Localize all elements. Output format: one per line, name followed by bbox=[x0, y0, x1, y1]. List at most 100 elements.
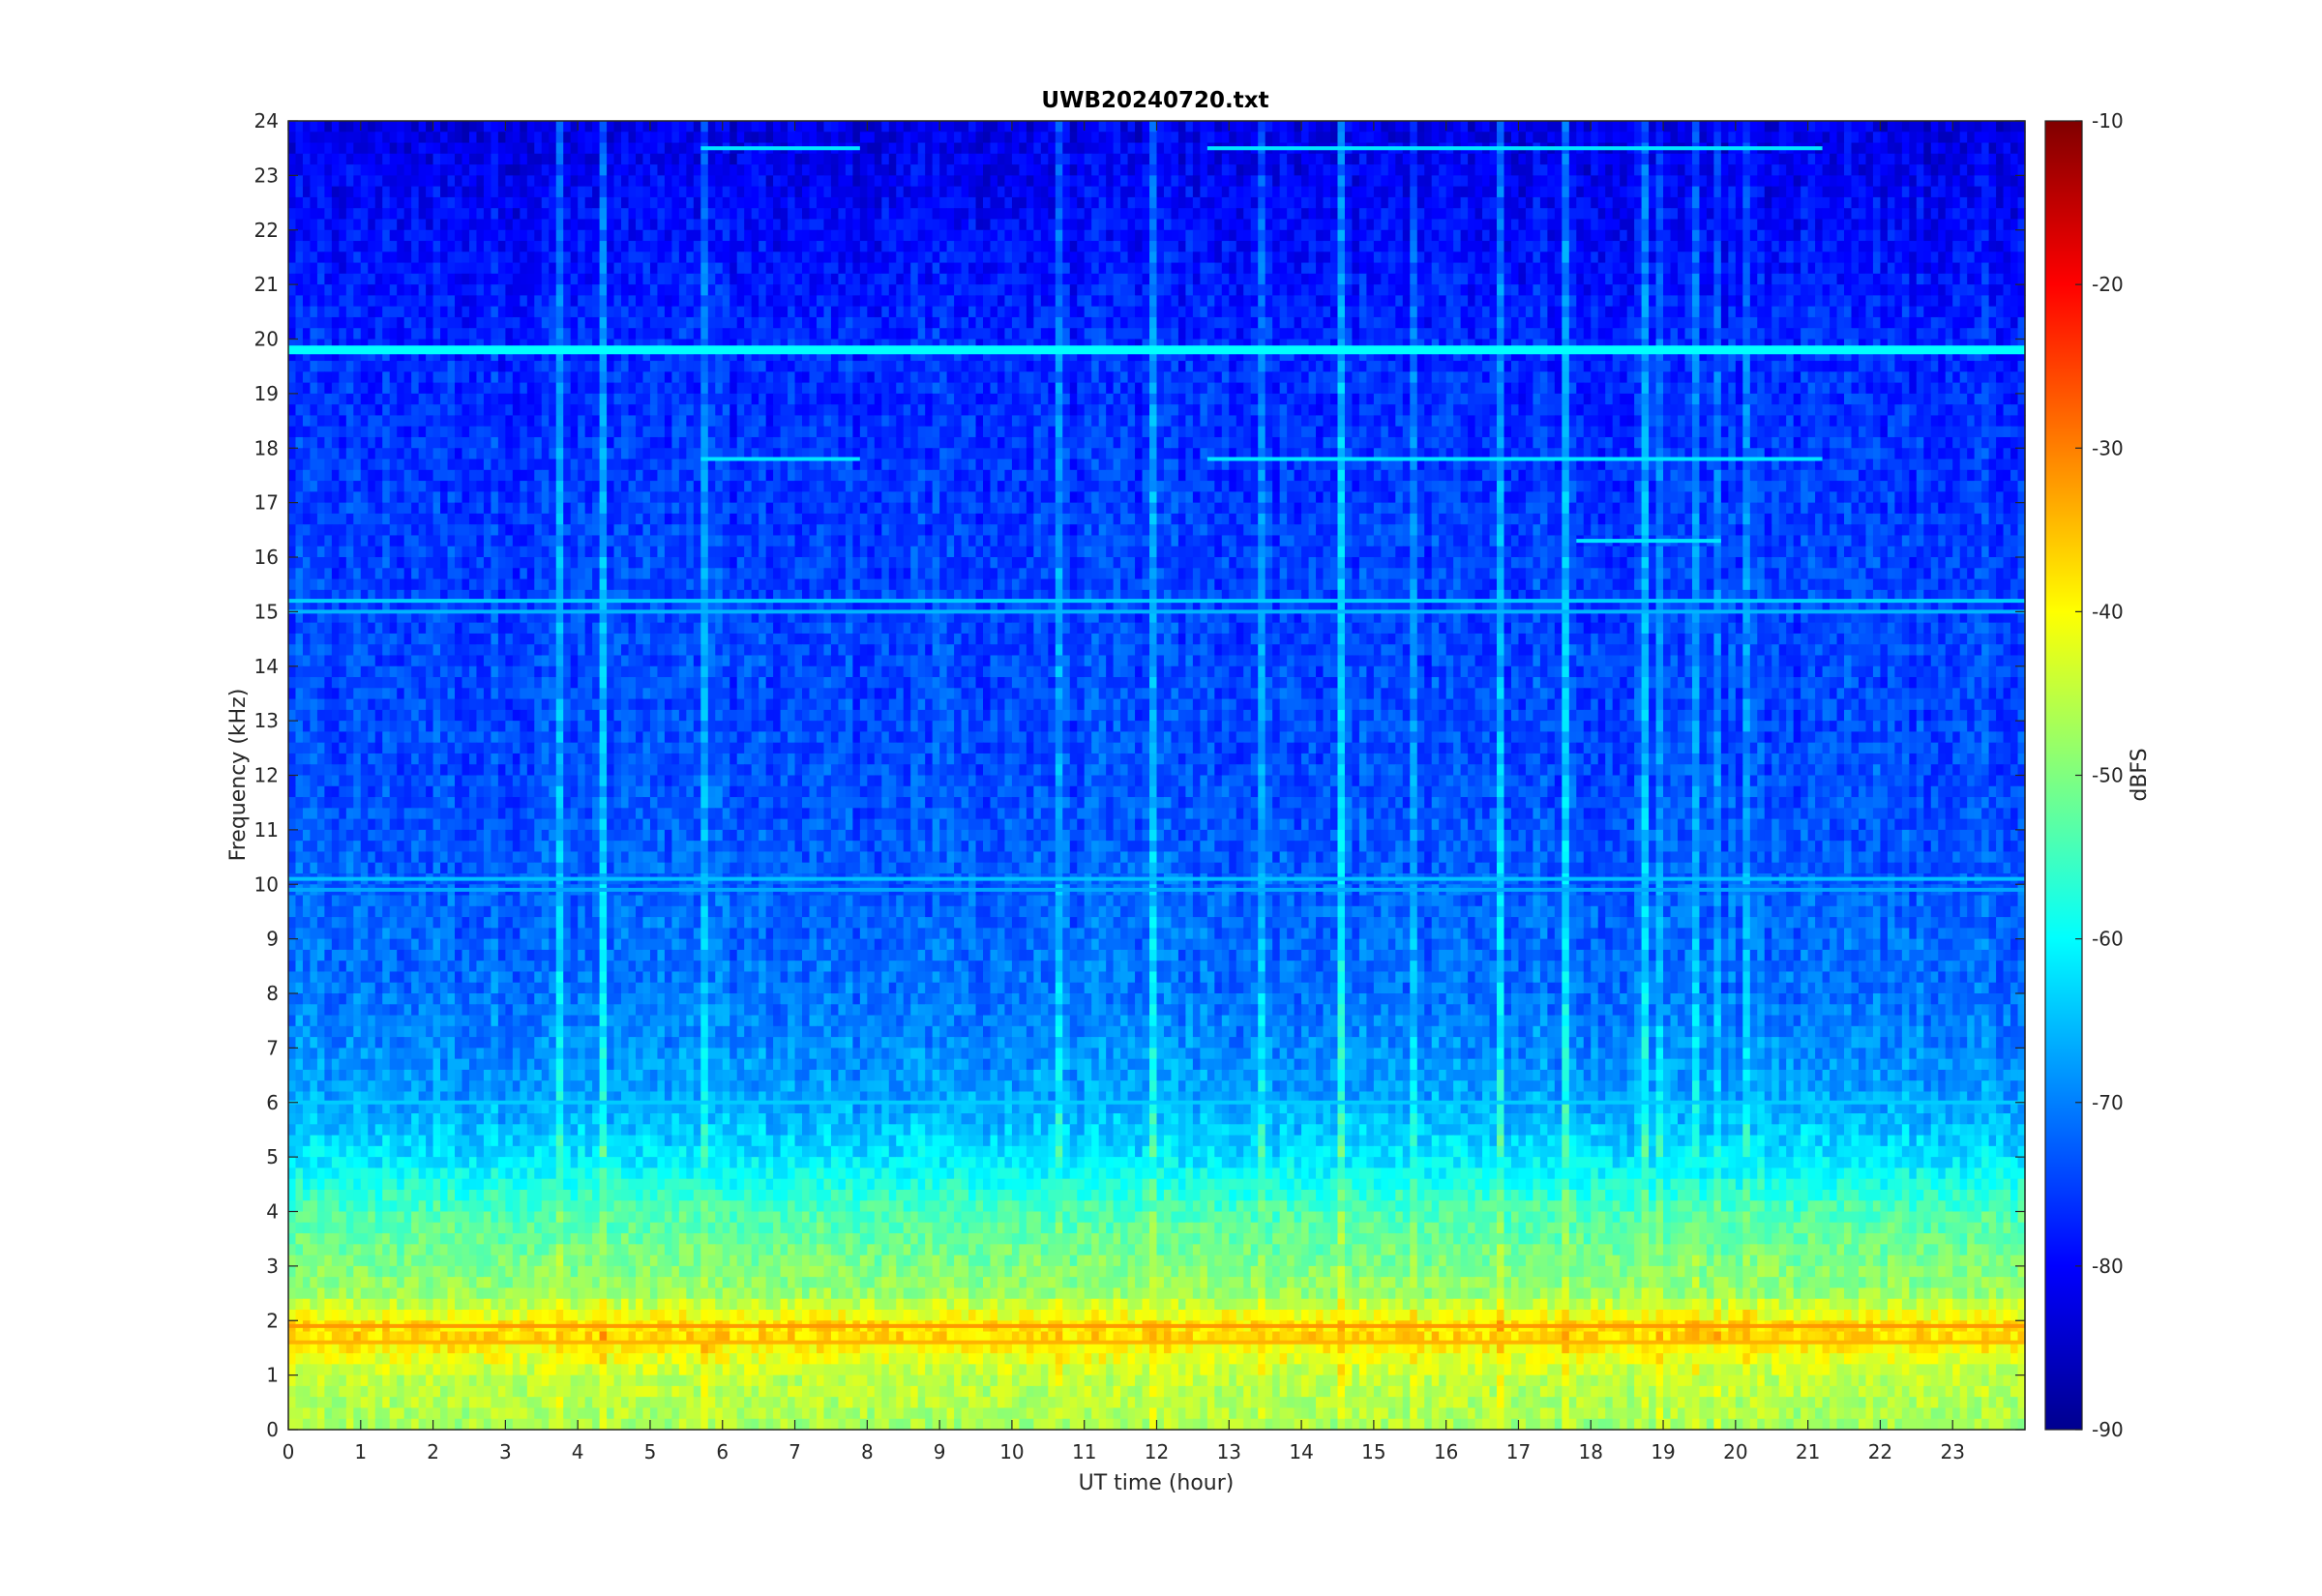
heatmap-cell bbox=[584, 241, 593, 252]
heatmap-cell bbox=[1011, 186, 1020, 198]
heatmap-cell bbox=[990, 328, 998, 340]
heatmap-cell bbox=[657, 208, 666, 221]
heatmap-cell bbox=[1395, 306, 1404, 318]
heatmap-cell bbox=[563, 241, 572, 252]
heatmap-cell bbox=[339, 295, 347, 308]
heatmap-cell bbox=[426, 229, 434, 242]
heatmap-cell bbox=[794, 229, 803, 242]
heatmap-cell bbox=[1663, 339, 1672, 351]
heatmap-cell bbox=[917, 306, 926, 318]
heatmap-cell bbox=[744, 196, 753, 209]
heatmap-cell bbox=[700, 284, 709, 297]
heatmap-cell bbox=[1243, 316, 1252, 329]
heatmap-cell bbox=[1366, 208, 1375, 221]
heatmap-cell bbox=[1938, 306, 1947, 318]
heatmap-cell bbox=[1844, 328, 1853, 340]
heatmap-cell bbox=[1395, 295, 1404, 308]
heatmap-cell bbox=[1691, 219, 1701, 231]
heatmap-cell bbox=[715, 262, 724, 275]
heatmap-cell bbox=[1510, 186, 1520, 198]
heatmap-cell bbox=[1279, 284, 1288, 297]
heatmap-cell bbox=[288, 132, 297, 144]
heatmap-cell bbox=[780, 219, 789, 231]
heatmap-cell bbox=[389, 153, 398, 165]
heatmap-cell bbox=[1445, 153, 1454, 165]
heatmap-cell bbox=[968, 175, 977, 188]
heatmap-cell bbox=[621, 284, 630, 297]
heatmap-cell bbox=[1272, 208, 1281, 221]
heatmap-cell bbox=[1678, 284, 1686, 297]
heatmap-cell bbox=[549, 251, 557, 264]
heatmap-cell bbox=[1069, 339, 1078, 351]
heatmap-cell bbox=[1518, 251, 1527, 264]
heatmap-cell bbox=[403, 284, 412, 297]
heatmap-cell bbox=[1641, 121, 1650, 133]
heatmap-cell bbox=[838, 306, 847, 318]
heatmap-cell bbox=[874, 164, 882, 176]
heatmap-cell bbox=[288, 208, 297, 221]
heatmap-cell bbox=[845, 273, 853, 285]
heatmap-cell bbox=[1235, 196, 1244, 209]
heatmap-cell bbox=[447, 339, 456, 351]
heatmap-cell bbox=[592, 208, 601, 221]
heatmap-cell bbox=[736, 196, 745, 209]
heatmap-cell bbox=[1865, 153, 1874, 165]
heatmap-cell bbox=[1489, 251, 1498, 264]
heatmap-cell bbox=[1474, 219, 1483, 231]
heatmap-cell bbox=[1583, 196, 1592, 209]
heatmap-cell bbox=[1742, 295, 1751, 308]
heatmap-cell bbox=[1699, 153, 1708, 165]
heatmap-cell bbox=[946, 251, 955, 264]
heatmap-cell bbox=[671, 328, 680, 340]
heatmap-cell bbox=[2003, 196, 2011, 209]
heatmap-cell bbox=[729, 328, 738, 340]
heatmap-cell bbox=[1684, 328, 1693, 340]
heatmap-cell bbox=[426, 306, 434, 318]
heatmap-cell bbox=[802, 121, 811, 133]
heatmap-cell bbox=[1235, 273, 1244, 285]
heatmap-cell bbox=[961, 251, 969, 264]
heatmap-cell bbox=[1554, 229, 1563, 242]
heatmap-cell bbox=[830, 339, 840, 351]
heatmap-cell bbox=[1583, 186, 1592, 198]
heatmap-cell bbox=[1468, 186, 1476, 198]
heatmap-cell bbox=[1316, 196, 1325, 209]
heatmap-cell bbox=[374, 208, 383, 221]
heatmap-cell bbox=[310, 262, 318, 275]
heatmap-cell bbox=[1229, 208, 1237, 221]
heatmap-cell bbox=[2010, 273, 2019, 285]
heatmap-cell bbox=[1967, 241, 1976, 252]
heatmap-cell bbox=[1778, 284, 1787, 297]
heatmap-cell bbox=[1265, 132, 1273, 144]
heatmap-cell bbox=[707, 339, 716, 351]
heatmap-cell bbox=[881, 241, 890, 252]
heatmap-cell bbox=[874, 241, 882, 252]
heatmap-cell bbox=[1706, 175, 1714, 188]
heatmap-cell bbox=[1402, 208, 1411, 221]
heatmap-cell bbox=[1597, 164, 1606, 176]
heatmap-cell bbox=[888, 241, 897, 252]
heatmap-cell bbox=[316, 262, 325, 275]
heatmap-cell bbox=[1670, 241, 1679, 252]
heatmap-cell bbox=[1084, 284, 1092, 297]
heatmap-cell bbox=[1822, 175, 1831, 188]
heatmap-cell bbox=[1120, 142, 1129, 155]
heatmap-cell bbox=[1453, 339, 1462, 351]
heatmap-cell bbox=[1055, 186, 1063, 198]
heatmap-cell bbox=[896, 132, 905, 144]
heatmap-cell bbox=[990, 219, 998, 231]
heatmap-cell bbox=[1077, 251, 1086, 264]
heatmap-cell bbox=[397, 339, 405, 351]
heatmap-cell bbox=[411, 208, 420, 221]
heatmap-cell bbox=[541, 339, 550, 351]
heatmap-cell bbox=[316, 273, 325, 285]
heatmap-cell bbox=[440, 273, 449, 285]
heatmap-cell bbox=[939, 284, 948, 297]
heatmap-cell bbox=[722, 295, 730, 308]
heatmap-cell bbox=[773, 175, 782, 188]
heatmap-cell bbox=[1026, 175, 1034, 188]
heatmap-cell bbox=[1381, 132, 1389, 144]
heatmap-cell bbox=[780, 175, 789, 188]
heatmap-cell bbox=[917, 121, 926, 133]
heatmap-cell bbox=[476, 219, 485, 231]
